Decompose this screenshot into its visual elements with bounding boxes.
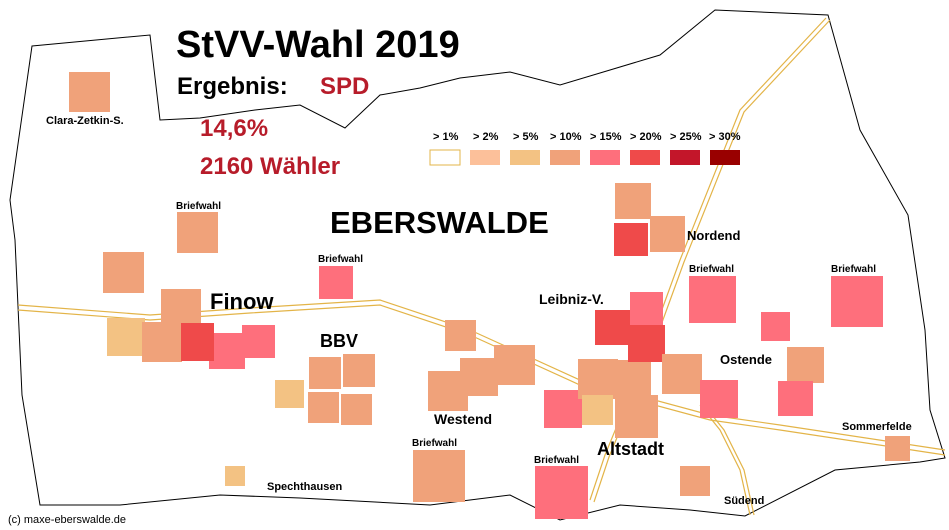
- legend-label-15: > 15%: [590, 131, 622, 143]
- legend-swatch-10: [550, 150, 580, 165]
- map-title: StVV-Wahl 2019: [176, 24, 460, 66]
- legend-swatch-2: [470, 150, 500, 165]
- precinct-square: [275, 380, 304, 408]
- label-nordend: Nordend: [687, 228, 741, 243]
- precinct-squares: [69, 72, 910, 519]
- precinct-square: [69, 72, 110, 112]
- precinct-square: [615, 395, 658, 438]
- precinct-square: [582, 395, 613, 425]
- legend-swatch-15: [590, 150, 620, 165]
- label-briefwahl: Briefwahl: [689, 264, 734, 275]
- legend-label-10: > 10%: [550, 131, 582, 143]
- result-percent: 14,6%: [200, 115, 268, 142]
- label-altstadt: Altstadt: [597, 439, 664, 459]
- precinct-square: [700, 380, 738, 418]
- precinct-square: [225, 466, 245, 486]
- label-briefwahl: Briefwahl: [412, 438, 457, 449]
- precinct-square: [689, 276, 736, 323]
- label-briefwahl: Briefwahl: [831, 264, 876, 275]
- precinct-square: [614, 223, 648, 256]
- legend-label-1: > 1%: [433, 131, 459, 143]
- precinct-square: [177, 212, 218, 253]
- legend-swatch-1: [429, 149, 461, 166]
- legend-swatch-30: [710, 150, 740, 165]
- precinct-square: [309, 357, 341, 389]
- precinct-square: [308, 392, 339, 423]
- legend-label-5: > 5%: [513, 131, 539, 143]
- precinct-square: [615, 183, 651, 219]
- label-briefwahl: Briefwahl: [176, 201, 221, 212]
- precinct-square: [831, 276, 883, 327]
- precinct-square: [343, 354, 375, 387]
- legend: > 1% > 2% > 5% > 10% > 15% > 20% > 25% >…: [429, 131, 741, 166]
- result-label: Ergebnis:: [177, 73, 288, 100]
- precinct-square: [680, 466, 710, 496]
- result-voters: 2160 Wähler: [200, 153, 340, 180]
- label-clara-zetkin: Clara-Zetkin-S.: [46, 115, 124, 127]
- precinct-square: [142, 322, 182, 362]
- label-sommerfelde: Sommerfelde: [842, 421, 912, 433]
- precinct-square: [319, 266, 353, 299]
- label-suedend: Südend: [724, 495, 764, 507]
- precinct-square: [778, 381, 813, 416]
- label-leibniz: Leibniz-V.: [539, 291, 604, 307]
- precinct-square: [535, 466, 588, 519]
- precinct-square: [107, 318, 145, 356]
- legend-label-25: > 25%: [670, 131, 702, 143]
- legend-swatch-25: [670, 150, 700, 165]
- label-briefwahl: Briefwahl: [318, 254, 363, 265]
- legend-label-20: > 20%: [630, 131, 662, 143]
- label-bbv: BBV: [320, 331, 358, 351]
- precinct-square: [761, 312, 790, 341]
- precinct-square: [181, 323, 214, 361]
- precinct-square: [885, 436, 910, 461]
- precinct-square: [445, 320, 476, 351]
- legend-label-30: > 30%: [709, 131, 741, 143]
- precinct-square: [650, 216, 685, 252]
- city-name: EBERSWALDE: [330, 205, 549, 240]
- label-finow: Finow: [210, 289, 274, 314]
- precinct-square: [413, 450, 465, 502]
- label-westend: Westend: [434, 411, 492, 427]
- legend-swatch-5: [510, 150, 540, 165]
- legend-label-2: > 2%: [473, 131, 499, 143]
- precinct-square: [595, 310, 630, 345]
- precinct-square: [341, 394, 372, 425]
- party-name: SPD: [320, 73, 369, 100]
- label-spechthausen: Spechthausen: [267, 481, 342, 493]
- precinct-square: [209, 333, 245, 369]
- legend-swatch-20: [630, 150, 660, 165]
- precinct-square: [662, 354, 702, 394]
- precinct-square: [460, 358, 498, 396]
- label-ostende: Ostende: [720, 352, 772, 367]
- label-briefwahl: Briefwahl: [534, 455, 579, 466]
- credit-text: (c) maxe-eberswalde.de: [8, 514, 126, 526]
- precinct-square: [787, 347, 824, 383]
- precinct-square: [242, 325, 275, 358]
- precinct-square: [103, 252, 144, 293]
- precinct-square: [494, 345, 535, 385]
- precinct-square: [628, 325, 665, 362]
- precinct-square: [578, 359, 618, 399]
- precinct-square: [630, 292, 663, 325]
- precinct-square: [544, 390, 582, 428]
- precinct-square: [613, 360, 651, 398]
- city-boundary: [9, 9, 946, 521]
